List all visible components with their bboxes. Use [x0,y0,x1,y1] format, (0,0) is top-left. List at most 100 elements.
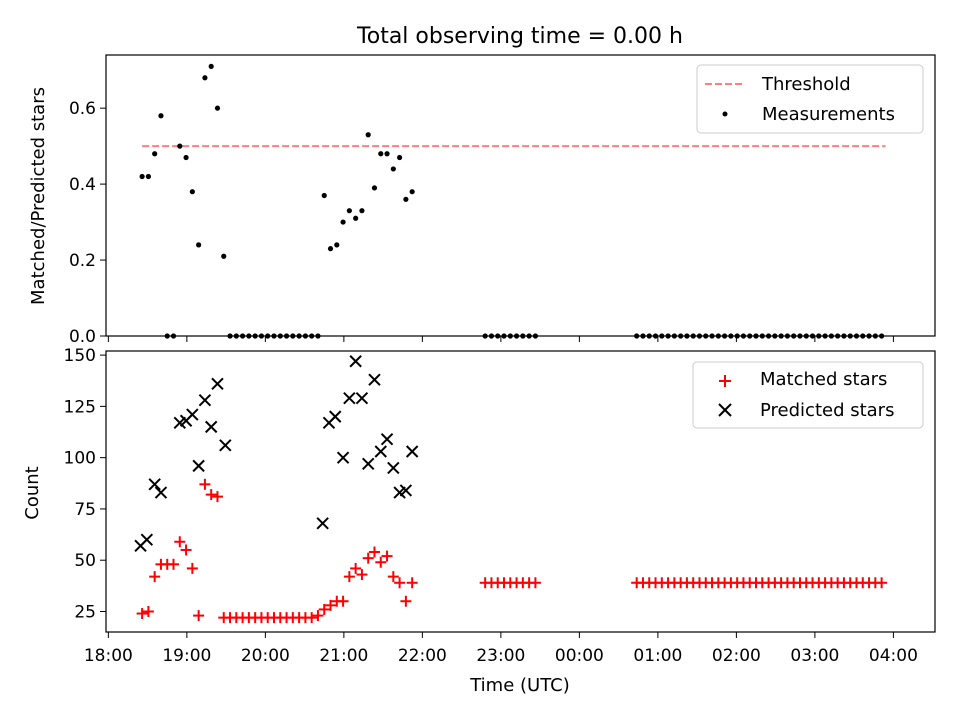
measurement-point [309,333,315,339]
predicted-star-point [405,445,419,458]
chart-title: Total observing time = 0.00 h [356,24,683,49]
measurement-point [403,196,409,202]
measurement-point [765,333,772,339]
measurement-point [482,333,488,339]
bottom-x-tick-label: 19:00 [162,646,211,666]
matched-star-point [876,577,888,589]
measurement-point [513,333,520,339]
matched-star-point [306,612,318,624]
top-legend-frame [696,64,924,134]
measurement-point [152,151,158,157]
predicted-x-b [387,461,400,475]
matched-star-point [343,571,355,583]
measurement-point [258,333,265,339]
predicted-star-point [387,461,400,475]
measurement-point [803,333,809,339]
bottom-x-tick-label: 23:00 [476,646,525,666]
measurement-point [703,333,709,339]
measurement-point [715,333,721,339]
bottom-y-tick-label: 150 [64,346,96,366]
measurement-point [640,333,646,339]
matched-star-point [168,558,180,570]
bottom-y-tick-label: 75 [74,500,96,520]
matched-star-point [529,577,541,589]
predicted-x-b [380,432,394,446]
predicted-star-point [154,486,168,499]
top-y-tick-label: 0.0 [69,327,96,347]
predicted-x-b [374,445,387,458]
measurement-point [879,333,885,339]
measurement-point [759,333,765,339]
measurement-point [816,333,822,339]
matched-star-point [174,536,186,548]
matched-star-point [142,605,154,617]
measurement-point [290,333,296,339]
measurement-point [321,192,327,199]
matched-star-point [375,556,387,568]
predicted-x-b [368,373,381,386]
measurement-point [296,333,302,339]
predicted-star-point [399,484,413,497]
predicted-star-point [336,451,350,464]
top-y-tick-label: 0.2 [69,251,96,271]
predicted-x-b [349,355,362,368]
predicted-star-point [361,457,375,471]
measurement-point [340,219,346,225]
measurement-point [791,333,797,339]
predicted-star-point [198,394,212,407]
measurement-point [145,173,151,180]
predicted-x-b [336,451,350,464]
bottom-legend-frame [692,361,924,429]
measurement-point [302,333,308,339]
bottom-y-tick-label: 25 [74,602,96,622]
measurement-point [409,189,415,195]
predicted-x-b [186,408,199,421]
predicted-x-b [140,533,154,546]
measurement-point [740,333,747,339]
measurement-point [734,333,740,339]
measurement-point [835,333,841,339]
measurement-point [221,253,227,259]
measurement-point [532,333,539,339]
measurement-point [753,333,759,339]
measurement-point [239,333,246,339]
predicted-x-b [405,445,419,458]
predicted-x-b [192,459,205,473]
predicted-star-point [343,391,356,405]
matched-star-point [406,577,418,589]
matched-star-point [193,610,205,622]
predicted-star-point [355,391,369,405]
measurement-point [841,333,847,339]
measurement-point [872,333,878,339]
predicted-star-point [186,408,199,421]
measurement-point [520,333,526,339]
measurement-point [164,333,170,339]
measurement-point [189,189,195,195]
measurement-point [652,333,659,339]
measurement-point [246,333,252,339]
measurement-point [747,333,753,339]
predicted-x-b [219,439,232,452]
matched-star-point [312,610,324,622]
matched-star-point [318,603,330,615]
measurement-point [684,333,690,339]
measurement-point [139,173,145,180]
measurement-point [365,132,371,138]
measurement-point [353,215,359,221]
measurement-point [501,333,507,339]
measurement-point [526,333,532,339]
measurement-point [671,333,677,339]
measurement-point [265,333,271,339]
measurement-point [709,333,715,339]
measurement-point [634,333,640,339]
bottom-x-tick-label: 03:00 [790,646,839,666]
predicted-x-b [361,457,375,471]
top-legend: Threshold Measurements [696,64,924,134]
top-y-tick-label: 0.6 [69,99,96,119]
predicted-x-b [316,517,329,530]
legend-measurement-label: Measurements [762,104,895,125]
measurement-point [659,333,665,339]
matched-star-point [362,552,374,564]
predicted-x-b [204,420,218,434]
